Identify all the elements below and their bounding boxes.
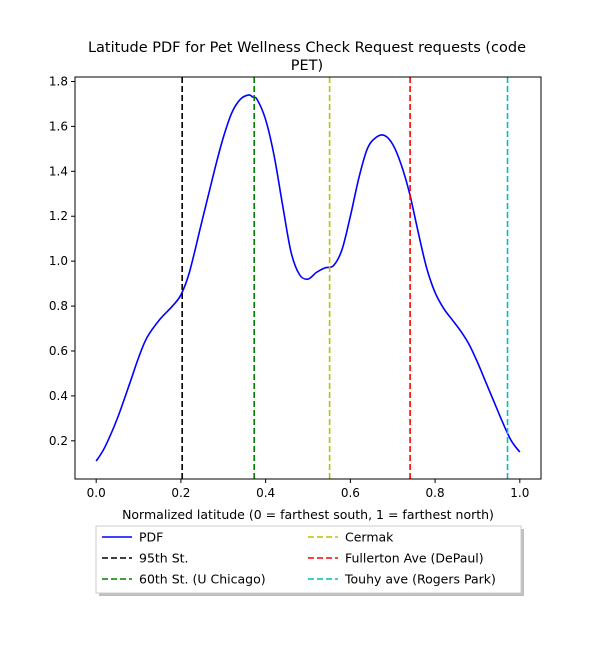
chart-title-line-1: Latitude PDF for Pet Wellness Check Requ… [88, 40, 526, 56]
y-tick-label: 1.8 [49, 74, 68, 88]
legend: PDF 95th St. 60th St. (U Chicago) Cermak Ful… [95, 525, 524, 596]
x-tick-label: 0.2 [171, 486, 190, 500]
legend-label: 60th St. (U Chicago) [139, 572, 266, 587]
y-tick-label: 0.4 [49, 389, 68, 403]
series-line-pdf [95, 94, 521, 462]
y-tick-label: 1.6 [49, 119, 68, 133]
y-tick-label: 1.4 [49, 164, 68, 178]
y-tick-label: 0.8 [49, 299, 68, 313]
legend-label: Fullerton Ave (DePaul) [345, 551, 484, 566]
y-tick-label: 1.2 [49, 209, 68, 223]
legend-label: PDF [139, 530, 163, 545]
x-tick-label: 0.4 [256, 486, 275, 500]
legend-label: Touhy ave (Rogers Park) [344, 572, 496, 587]
legend-label: 95th St. [139, 551, 189, 566]
x-axis-label: Normalized latitude (0 = farthest south,… [122, 507, 494, 522]
x-tick-label: 0.0 [87, 486, 106, 500]
legend-label: Cermak [345, 530, 394, 545]
y-tick-label: 0.6 [49, 344, 68, 358]
plot-area [95, 77, 521, 479]
x-tick-label: 1.0 [510, 486, 529, 500]
chart-title-line-2: PET) [291, 58, 323, 74]
x-tick-label: 0.8 [426, 486, 445, 500]
axes-frame [74, 76, 542, 480]
y-tick-label: 1.0 [49, 254, 68, 268]
y-axis: 0.2 0.4 0.6 0.8 1.0 1.2 1.4 1.6 1.8 [49, 74, 75, 448]
y-tick-label: 0.2 [49, 434, 68, 448]
x-tick-label: 0.6 [341, 486, 360, 500]
x-axis: 0.0 0.2 0.4 0.6 0.8 1.0 [87, 479, 529, 500]
